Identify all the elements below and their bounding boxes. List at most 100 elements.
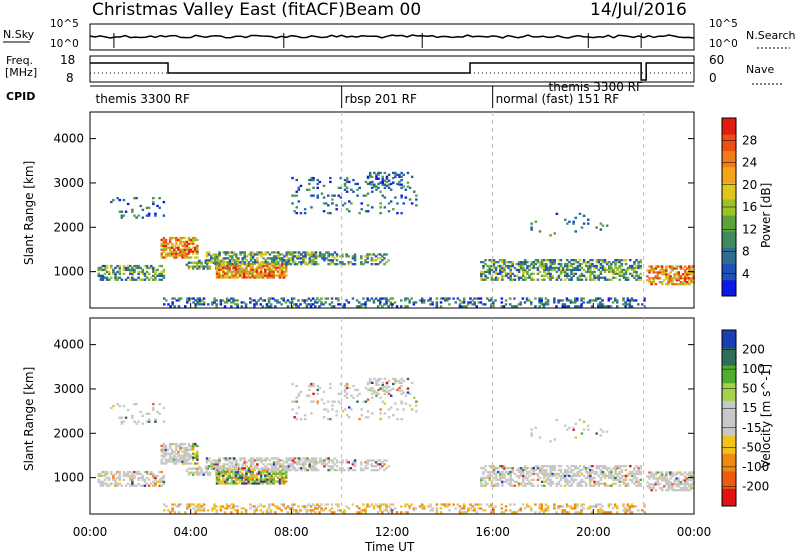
power-cell bbox=[530, 262, 533, 266]
velocity-cell bbox=[499, 478, 502, 481]
power-cell bbox=[429, 299, 432, 302]
velocity-cell bbox=[665, 475, 668, 478]
power-cell bbox=[435, 301, 439, 304]
power-cell bbox=[677, 275, 681, 278]
power-cell bbox=[194, 299, 197, 302]
velocity-cell bbox=[385, 459, 388, 462]
velocity-cell bbox=[586, 507, 590, 510]
velocity-cell bbox=[260, 457, 263, 460]
velocity-cell bbox=[511, 467, 514, 470]
power-cell bbox=[595, 259, 598, 262]
velocity-cell bbox=[164, 450, 168, 453]
velocity-cell bbox=[595, 503, 598, 506]
velocity-cell bbox=[543, 484, 546, 487]
power-cell bbox=[360, 208, 363, 211]
velocity-cell bbox=[396, 418, 399, 421]
power-cell bbox=[124, 278, 128, 281]
velocity-cell bbox=[504, 505, 508, 508]
power-cell bbox=[269, 305, 273, 308]
power-cell bbox=[635, 274, 638, 277]
nsearch-label: N.Search bbox=[746, 29, 796, 42]
power-cell bbox=[480, 274, 483, 277]
power-cell bbox=[677, 283, 681, 286]
power-cell bbox=[665, 273, 668, 276]
velocity-cell bbox=[639, 470, 642, 474]
power-cell bbox=[207, 253, 211, 256]
power-cell bbox=[379, 257, 382, 260]
velocity-cell bbox=[549, 484, 552, 487]
colorbar-swatch bbox=[722, 382, 736, 401]
power-cell bbox=[253, 262, 257, 265]
power-cell bbox=[225, 301, 229, 304]
power-cell bbox=[517, 261, 521, 264]
velocity-cell bbox=[154, 474, 157, 478]
velocity-cell bbox=[257, 472, 261, 475]
velocity-cell bbox=[177, 450, 180, 453]
power-cell bbox=[660, 267, 664, 270]
power-cell bbox=[637, 303, 640, 306]
power-cell bbox=[366, 176, 370, 180]
velocity-cell bbox=[626, 482, 630, 485]
power-cell bbox=[275, 259, 278, 262]
velocity-cell bbox=[648, 487, 651, 490]
power-cell bbox=[285, 270, 288, 273]
power-cell bbox=[270, 257, 274, 260]
power-cell bbox=[377, 171, 380, 175]
power-cell bbox=[376, 299, 380, 302]
power-cell bbox=[341, 255, 344, 258]
power-cell bbox=[423, 299, 426, 302]
power-cell bbox=[249, 297, 252, 300]
velocity-cell bbox=[605, 484, 609, 487]
colorbar-swatch bbox=[722, 263, 736, 281]
power-cell bbox=[316, 182, 319, 186]
velocity-cell bbox=[612, 467, 615, 470]
power-cell bbox=[580, 272, 584, 275]
power-cell bbox=[293, 261, 297, 264]
power-cell bbox=[553, 262, 556, 266]
power-cell bbox=[168, 246, 172, 249]
velocity-cell bbox=[658, 487, 662, 490]
velocity-cell bbox=[239, 457, 242, 460]
velocity-cell bbox=[618, 472, 621, 476]
power-cell bbox=[189, 238, 193, 242]
velocity-cell bbox=[311, 509, 315, 512]
velocity-cell bbox=[660, 475, 664, 478]
velocity-cell bbox=[331, 459, 335, 462]
power-cell bbox=[381, 194, 384, 197]
power-cell bbox=[295, 251, 299, 254]
power-cell bbox=[232, 299, 235, 302]
power-cell bbox=[599, 272, 603, 275]
power-cell bbox=[101, 268, 105, 272]
power-cell bbox=[538, 261, 542, 264]
velocity-cell bbox=[251, 459, 255, 462]
power-cell bbox=[607, 299, 611, 302]
power-cell bbox=[278, 272, 282, 275]
power-cell bbox=[383, 297, 386, 300]
velocity-cell bbox=[543, 472, 546, 476]
velocity-cell bbox=[316, 388, 319, 392]
velocity-cell bbox=[330, 507, 334, 510]
power-cell bbox=[135, 216, 138, 219]
power-cell bbox=[656, 265, 660, 268]
power-cell bbox=[200, 265, 203, 268]
velocity-cell bbox=[530, 509, 533, 512]
velocity-cell bbox=[511, 478, 514, 481]
velocity-cell bbox=[196, 456, 199, 459]
velocity-cell bbox=[116, 484, 119, 487]
power-cell bbox=[370, 297, 374, 300]
velocity-cell bbox=[607, 505, 611, 508]
velocity-cell bbox=[287, 457, 291, 460]
y-tick-label: 1000 bbox=[53, 471, 84, 485]
velocity-cell bbox=[582, 480, 586, 483]
power-cell bbox=[545, 266, 548, 270]
power-cell bbox=[295, 305, 298, 308]
power-cell bbox=[226, 276, 229, 279]
power-cell bbox=[141, 270, 145, 274]
velocity-cell bbox=[341, 469, 344, 472]
colorbar-swatch bbox=[722, 347, 736, 366]
velocity-cell bbox=[565, 505, 569, 508]
power-cell bbox=[532, 262, 535, 266]
velocity-cell bbox=[561, 476, 565, 480]
power-cell bbox=[381, 181, 384, 184]
power-cell bbox=[673, 283, 676, 286]
